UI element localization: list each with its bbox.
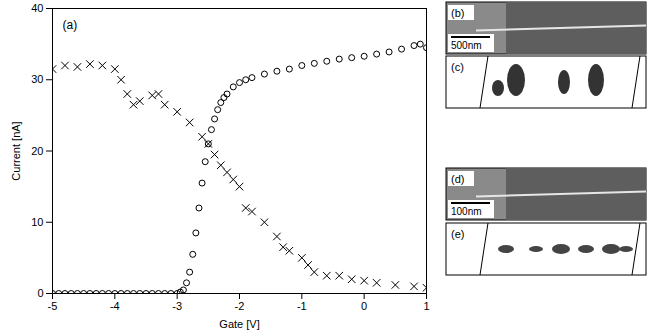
svg-text:Gate [V]: Gate [V] xyxy=(219,318,259,330)
svg-text:20: 20 xyxy=(31,145,43,157)
svg-text:1: 1 xyxy=(423,300,429,312)
svg-text:(b): (b) xyxy=(451,7,464,19)
svg-text:30: 30 xyxy=(31,73,43,85)
svg-text:-4: -4 xyxy=(110,300,120,312)
svg-text:0: 0 xyxy=(37,287,43,299)
svg-text:100nm: 100nm xyxy=(451,206,482,217)
svg-text:-5: -5 xyxy=(48,300,58,312)
svg-text:(e): (e) xyxy=(451,228,464,240)
svg-text:(a): (a) xyxy=(63,18,78,32)
svg-text:-1: -1 xyxy=(297,300,307,312)
svg-text:500nm: 500nm xyxy=(451,40,482,51)
svg-text:0: 0 xyxy=(361,300,367,312)
svg-text:10: 10 xyxy=(31,216,43,228)
svg-text:40: 40 xyxy=(31,2,43,14)
svg-text:(c): (c) xyxy=(451,61,464,73)
svg-text:Current [nA]: Current [nA] xyxy=(10,121,22,180)
svg-text:-2: -2 xyxy=(235,300,245,312)
svg-text:(d): (d) xyxy=(451,173,464,185)
svg-text:-3: -3 xyxy=(172,300,182,312)
